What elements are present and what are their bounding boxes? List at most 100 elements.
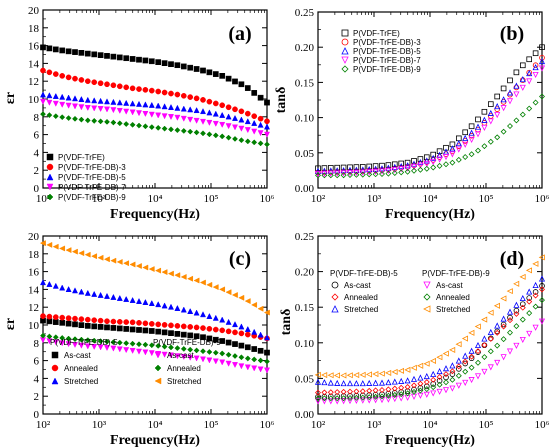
data-point: [462, 368, 469, 375]
data-point: [417, 392, 424, 399]
data-point: [219, 286, 226, 293]
data-point: [462, 138, 469, 144]
data-point: [366, 387, 373, 394]
data-point: [385, 167, 392, 174]
data-point: [327, 379, 334, 386]
data-point: [71, 95, 79, 102]
y-axis-title: tanδ: [279, 309, 294, 336]
data-point: [436, 162, 443, 169]
data-point: [161, 89, 168, 96]
data-point: [513, 301, 520, 308]
data-point: [167, 114, 175, 121]
data-point: [142, 327, 149, 334]
data-point: [474, 323, 481, 330]
data-point: [507, 77, 513, 84]
data-point: [455, 363, 462, 370]
data-point: [391, 170, 398, 176]
y-tick-label: 0: [34, 409, 40, 421]
data-point: [219, 316, 226, 323]
data-point: [372, 168, 379, 176]
data-point: [526, 288, 533, 295]
series-annealed: [40, 332, 270, 365]
data-point: [84, 323, 91, 329]
y-tick-label: 0: [34, 183, 40, 195]
data-point: [449, 362, 456, 369]
data-point: [129, 100, 136, 107]
data-point: [142, 264, 149, 271]
data-point: [500, 295, 507, 302]
data-point: [251, 128, 258, 135]
data-point: [91, 117, 98, 124]
data-point: [526, 310, 533, 317]
legend: P(VDF-TrFE)P(VDF-TrFE-DB)-3P(VDF-TrFE-DB…: [341, 29, 421, 74]
legend-group-title: P(VDF-TrFE-DB)-5: [50, 338, 118, 347]
data-point: [103, 106, 111, 113]
data-point: [238, 342, 245, 349]
data-point: [238, 116, 245, 123]
data-point: [449, 346, 456, 353]
data-point: [142, 349, 149, 356]
x-tick-label: 10⁶: [535, 419, 550, 431]
data-point: [232, 353, 238, 359]
data-point: [334, 389, 341, 395]
data-point: [506, 288, 513, 295]
data-point: [71, 287, 79, 294]
data-point: [327, 389, 334, 396]
data-point: [519, 76, 526, 83]
data-point: [321, 169, 328, 176]
data-point: [40, 332, 46, 339]
data-point: [212, 132, 219, 139]
data-point: [155, 342, 162, 349]
data-point: [104, 324, 110, 331]
data-point: [225, 318, 232, 325]
y-axis-title: εr: [3, 92, 18, 104]
series-p-vdf-trfe-db-3: [40, 67, 270, 125]
data-point: [84, 337, 91, 344]
data-point: [91, 323, 98, 330]
data-point: [500, 105, 507, 112]
data-point: [340, 170, 347, 177]
y-tick-label: 2: [34, 165, 40, 177]
data-point: [225, 75, 232, 82]
data-point: [161, 302, 168, 309]
data-point: [142, 320, 149, 327]
data-point: [84, 50, 91, 57]
data-point: [379, 171, 385, 177]
data-point: [398, 160, 404, 167]
data-point: [436, 156, 443, 163]
series-p-vdf-trfe-db-7: [314, 65, 546, 178]
data-point: [442, 365, 450, 372]
legend-label: P(VDF-TrFE-DB)-9: [58, 193, 126, 202]
data-point: [436, 354, 443, 361]
legend-label: As-cast: [167, 351, 194, 360]
data-point: [321, 379, 328, 386]
data-point: [513, 307, 520, 314]
data-point: [59, 319, 66, 326]
data-point: [244, 85, 251, 91]
data-point: [539, 297, 545, 304]
data-point: [219, 102, 226, 109]
data-point: [167, 103, 175, 110]
data-point: [493, 302, 501, 309]
data-point: [187, 116, 194, 123]
data-point: [526, 295, 532, 301]
data-point: [193, 107, 200, 114]
data-point: [366, 171, 373, 178]
data-point: [231, 124, 239, 131]
data-point: [385, 164, 392, 171]
data-point: [359, 380, 366, 387]
data-point: [212, 71, 219, 77]
data-point: [168, 126, 174, 133]
data-point: [443, 374, 449, 381]
y-tick-label: 4: [34, 147, 40, 159]
data-point: [212, 358, 219, 365]
data-point: [110, 82, 117, 89]
data-point: [346, 380, 354, 387]
data-point: [46, 45, 53, 52]
data-point: [212, 110, 219, 117]
data-point: [257, 140, 264, 147]
y-tick-label: 0.25: [295, 7, 315, 19]
data-point: [346, 372, 353, 379]
y-tick-label: 12: [28, 302, 39, 314]
data-point: [379, 387, 385, 393]
